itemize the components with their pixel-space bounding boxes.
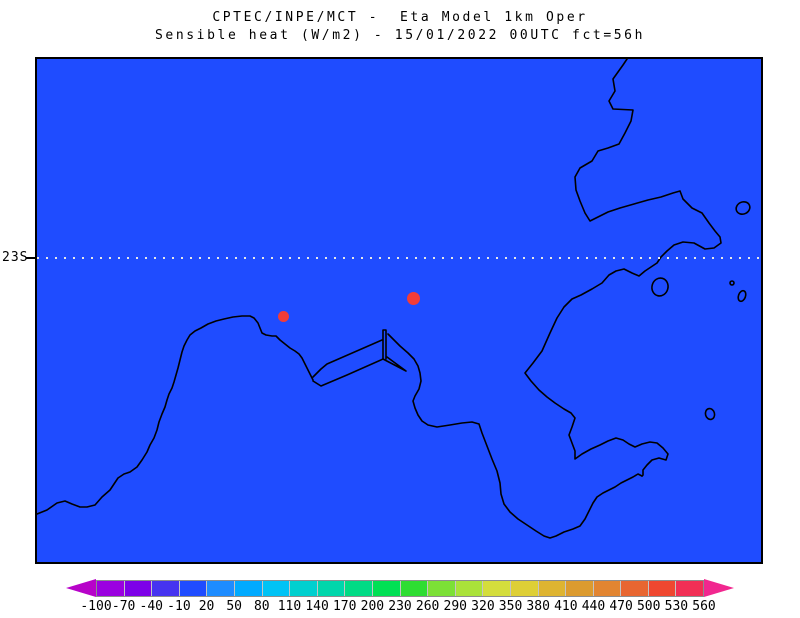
- colorbar-segment: [538, 580, 567, 596]
- colorbar-segment: [290, 580, 318, 596]
- colorbar-tick-label: 440: [581, 599, 606, 614]
- colorbar-segment: [428, 580, 456, 596]
- colorbar-tick-label: 320: [471, 599, 495, 614]
- colorbar-tick-label: 380: [526, 599, 550, 614]
- colorbar-tick-label: 500: [636, 599, 661, 614]
- colorbar-segment: [372, 580, 401, 596]
- channel-upper-edge: [312, 339, 383, 378]
- colorbar-segment: [400, 580, 429, 596]
- coastline-central-bay: [387, 333, 643, 539]
- colorbar-labels: -100 -70 -40 -10 20 50 80 110 140 170 200 230 260 290…: [80, 599, 715, 615]
- colorbar-tick-label: 50: [226, 599, 242, 614]
- colorbar-tick-label: 200: [360, 599, 385, 614]
- colorbar-segment: [593, 580, 622, 596]
- state-border-and-east-coastline: [524, 59, 722, 477]
- colorbar-tick-label: -10: [167, 599, 191, 614]
- colorbar-segment: [621, 580, 649, 596]
- hotspot-dot: [277, 310, 289, 322]
- colorbar-tick-label: 290: [443, 599, 468, 614]
- colorbar-segment: [262, 580, 291, 596]
- colorbar-segment: [566, 580, 594, 596]
- colorbar-segment: [510, 580, 539, 596]
- channel-spur: [382, 356, 407, 372]
- colorbar-tick-label: 560: [692, 599, 716, 614]
- coastline-southwest: [37, 315, 314, 515]
- colorbar-tick-label: 140: [305, 599, 329, 614]
- colorbar-segments: [96, 579, 704, 597]
- colorbar-segment: [483, 580, 511, 596]
- colorbar-left-arrow: [66, 579, 96, 597]
- colorbar-tick-label: 170: [332, 599, 357, 614]
- island-outline: [737, 289, 747, 303]
- colorbar-segment: [179, 580, 208, 596]
- colorbar-tick-label: 410: [554, 599, 578, 614]
- colorbar-tick-label: 470: [609, 599, 633, 614]
- colorbar-segment: [345, 580, 373, 596]
- colorbar-segment: [97, 580, 125, 596]
- colorbar-tick-label: 20: [198, 599, 215, 614]
- colorbar-segment: [124, 580, 153, 596]
- colorbar-tick-label: -40: [139, 599, 164, 614]
- colorbar-right-arrow: [704, 579, 734, 597]
- colorbar-tick-label: -100: [80, 599, 112, 614]
- map-canvas: [35, 57, 763, 564]
- colorbar-segment: [152, 580, 180, 596]
- colorbar-tick-label: 260: [415, 599, 440, 614]
- colorbar-tick-label: 80: [253, 599, 270, 614]
- colorbar-tick-label: 530: [664, 599, 689, 614]
- island-outline: [729, 280, 735, 286]
- channel-lower-edge: [312, 358, 384, 387]
- map-title-line1: CPTEC/INPE/MCT - Eta Model 1km Oper: [212, 10, 588, 25]
- colorbar-segment: [455, 580, 484, 596]
- island-outline: [704, 407, 716, 421]
- colorbar-segment: [317, 580, 346, 596]
- colorbar-tick-label: -70: [111, 599, 136, 614]
- colorbar-segment: [676, 580, 704, 596]
- hotspot-dot: [406, 291, 420, 305]
- map-title-line2: Sensible heat (W/m2) - 15/01/2022 00UTC …: [154, 28, 646, 43]
- colorbar-segment: [234, 580, 263, 596]
- colorbar-tick-label: 350: [498, 599, 523, 614]
- latitude-label: 23S: [2, 250, 29, 265]
- colorbar-tick-label: 110: [277, 599, 302, 614]
- island-outline: [735, 201, 751, 215]
- colorbar-segment: [648, 580, 677, 596]
- latitude-tick: [26, 257, 35, 259]
- channel-inlet: [382, 329, 387, 360]
- island-outline: [651, 277, 669, 297]
- colorbar-segment: [207, 580, 235, 596]
- coastline-svg: [37, 59, 761, 539]
- colorbar-tick-label: 230: [388, 599, 412, 614]
- colorbar: [66, 579, 734, 597]
